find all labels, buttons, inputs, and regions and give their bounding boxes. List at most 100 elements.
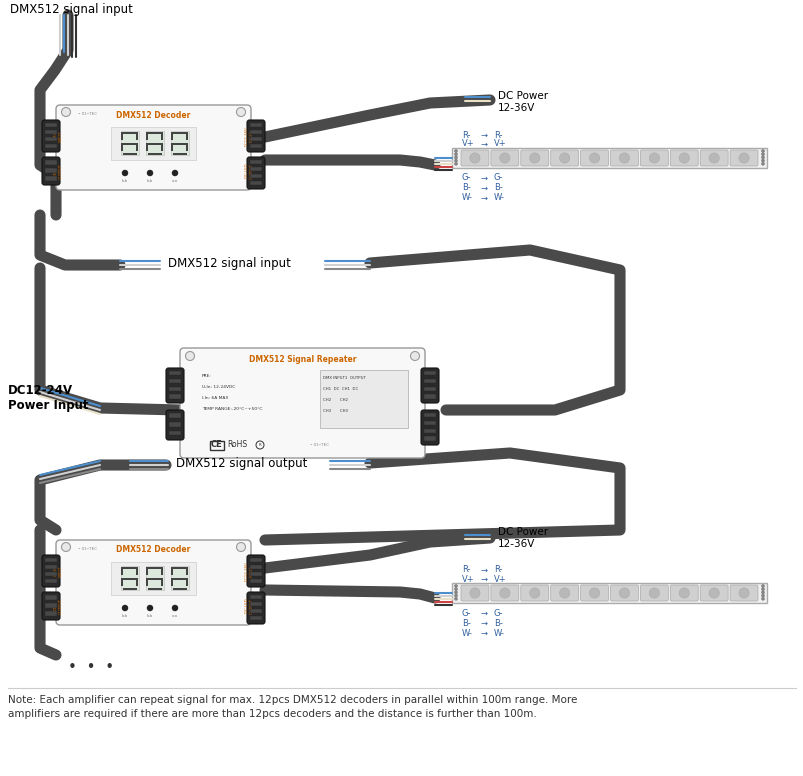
Text: DC12-24V
Power Input: DC12-24V Power Input <box>8 384 88 412</box>
Circle shape <box>61 542 71 552</box>
Text: V+: V+ <box>462 574 474 584</box>
Text: W-: W- <box>462 629 472 638</box>
Bar <box>250 137 262 141</box>
Bar <box>250 174 262 178</box>
Text: DMX
INPUT: DMX INPUT <box>54 130 62 142</box>
Text: CE: CE <box>210 441 222 449</box>
Bar <box>111 127 196 160</box>
Circle shape <box>454 156 457 159</box>
Text: CH3       CH3: CH3 CH3 <box>323 409 348 413</box>
Bar <box>45 176 57 181</box>
FancyBboxPatch shape <box>699 150 728 166</box>
FancyBboxPatch shape <box>42 120 60 152</box>
Bar <box>451 583 766 603</box>
Bar <box>45 137 57 141</box>
FancyBboxPatch shape <box>247 120 265 152</box>
Bar <box>185 143 188 151</box>
Circle shape <box>469 153 479 163</box>
Text: B-: B- <box>493 618 502 628</box>
FancyBboxPatch shape <box>165 368 184 403</box>
FancyBboxPatch shape <box>56 105 251 190</box>
Text: →: → <box>480 608 487 618</box>
FancyBboxPatch shape <box>550 150 578 166</box>
Text: →: → <box>480 183 487 192</box>
Bar <box>45 565 57 569</box>
Bar <box>423 386 435 391</box>
Circle shape <box>147 170 153 176</box>
Text: →: → <box>480 618 487 628</box>
Bar <box>423 428 435 433</box>
Text: →: → <box>480 174 487 182</box>
Bar <box>250 595 262 599</box>
Text: TEMP RANGE:-20°C~+50°C: TEMP RANGE:-20°C~+50°C <box>202 407 262 411</box>
Text: I,In: 6A MAX: I,In: 6A MAX <box>202 396 228 400</box>
FancyBboxPatch shape <box>421 410 438 445</box>
Bar <box>146 143 149 151</box>
Text: PRE:: PRE: <box>202 374 212 378</box>
Circle shape <box>236 108 245 116</box>
Text: b.b: b.b <box>147 614 153 618</box>
FancyBboxPatch shape <box>699 585 728 601</box>
Bar <box>169 379 181 383</box>
Text: U,In: 12-24VDC: U,In: 12-24VDC <box>202 385 235 389</box>
Circle shape <box>122 170 128 176</box>
Bar <box>148 567 161 569</box>
Bar <box>148 153 161 155</box>
FancyBboxPatch shape <box>460 585 488 601</box>
Bar <box>185 567 188 575</box>
Text: • 01•TEC: • 01•TEC <box>310 443 328 447</box>
Text: •  •  •: • • • <box>68 660 114 675</box>
FancyBboxPatch shape <box>640 585 667 601</box>
Text: G-: G- <box>493 608 503 618</box>
Circle shape <box>708 588 719 598</box>
Text: DC12-36V
INPUT: DC12-36V INPUT <box>244 126 253 146</box>
Bar <box>123 153 137 155</box>
Circle shape <box>61 108 71 116</box>
FancyBboxPatch shape <box>42 592 60 620</box>
Text: CH1  DC  CH1  DC: CH1 DC CH1 DC <box>323 387 358 391</box>
Bar <box>451 148 766 168</box>
Bar <box>250 167 262 171</box>
Bar <box>423 413 435 417</box>
Bar <box>45 558 57 562</box>
Text: RoHS: RoHS <box>226 441 247 449</box>
Circle shape <box>454 153 457 156</box>
FancyBboxPatch shape <box>56 540 251 625</box>
Bar <box>111 562 196 595</box>
FancyBboxPatch shape <box>520 585 548 601</box>
Bar <box>148 132 161 134</box>
Bar <box>250 144 262 148</box>
Bar <box>45 595 57 600</box>
Bar <box>173 132 187 134</box>
Circle shape <box>172 170 177 176</box>
Circle shape <box>738 588 748 598</box>
Text: B-: B- <box>462 618 471 628</box>
Bar <box>171 567 173 575</box>
FancyBboxPatch shape <box>42 157 60 185</box>
Text: V+: V+ <box>493 140 506 148</box>
Circle shape <box>618 588 629 598</box>
Text: →: → <box>480 629 487 638</box>
Bar <box>45 130 57 134</box>
Text: DMX INPUT1  OUTPUT: DMX INPUT1 OUTPUT <box>323 376 365 380</box>
Bar <box>250 609 262 613</box>
Text: DMX512 signal input: DMX512 signal input <box>10 4 132 16</box>
Text: R-: R- <box>493 566 502 574</box>
Text: b.b: b.b <box>122 614 128 618</box>
Bar <box>320 370 407 428</box>
Circle shape <box>738 153 748 163</box>
Text: DC LED
OUTPUT: DC LED OUTPUT <box>244 163 253 179</box>
Text: • 01•TEC: • 01•TEC <box>78 112 97 116</box>
Bar <box>161 567 163 575</box>
FancyBboxPatch shape <box>580 585 608 601</box>
Bar <box>161 132 163 140</box>
Bar <box>123 588 137 590</box>
FancyBboxPatch shape <box>609 585 638 601</box>
FancyBboxPatch shape <box>247 555 265 587</box>
FancyBboxPatch shape <box>670 585 697 601</box>
Text: DMX512 Decoder: DMX512 Decoder <box>116 546 190 555</box>
Circle shape <box>410 352 419 361</box>
Bar <box>169 386 181 391</box>
Bar <box>171 578 173 586</box>
Text: DC Power
12-36V: DC Power 12-36V <box>497 92 548 113</box>
